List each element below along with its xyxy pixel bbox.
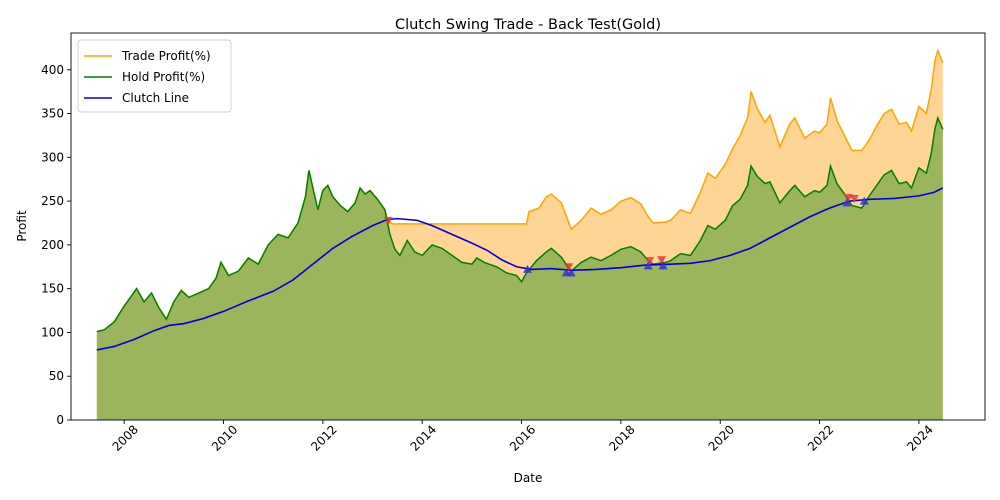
y-tick-label: 200 bbox=[41, 238, 64, 252]
buy-marker bbox=[523, 264, 533, 273]
sell-marker bbox=[564, 263, 574, 272]
y-tick-label: 300 bbox=[41, 150, 64, 164]
y-tick-label: 50 bbox=[49, 369, 64, 383]
x-axis-title: Date bbox=[514, 471, 543, 485]
y-tick-label: 250 bbox=[41, 194, 64, 208]
buy-marker bbox=[842, 198, 852, 207]
plot-area bbox=[96, 48, 944, 421]
trade-markers bbox=[383, 194, 869, 277]
y-tick-label: 400 bbox=[41, 63, 64, 77]
hold-profit-line bbox=[96, 115, 944, 333]
y-tick-label: 350 bbox=[41, 107, 64, 121]
plot-frame bbox=[70, 32, 986, 421]
clutch-line bbox=[96, 187, 944, 351]
buy-marker bbox=[643, 261, 653, 270]
legend-box bbox=[77, 39, 232, 113]
legend-label-clutch: Clutch Line bbox=[122, 91, 189, 105]
y-tick-label: 0 bbox=[56, 413, 64, 427]
y-axis-title: Profit bbox=[15, 210, 29, 242]
hold-profit-fill bbox=[96, 117, 943, 421]
sell-marker bbox=[645, 257, 655, 266]
y-tick-label: 150 bbox=[41, 282, 64, 296]
legend-label-hold: Hold Profit(%) bbox=[122, 70, 205, 84]
buy-marker bbox=[658, 261, 668, 270]
legend: Trade Profit(%) Hold Profit(%) Clutch Li… bbox=[77, 39, 232, 113]
buy-marker bbox=[566, 268, 576, 277]
sell-marker bbox=[849, 194, 859, 203]
buy-marker bbox=[859, 196, 869, 205]
chart-title: Clutch Swing Trade - Back Test(Gold) bbox=[395, 17, 661, 33]
y-tick-label: 100 bbox=[41, 325, 64, 339]
legend-label-trade: Trade Profit(%) bbox=[121, 49, 211, 63]
y-axis: 0 50 100 150 200 250 300 350 400 bbox=[41, 63, 71, 427]
sell-marker bbox=[657, 256, 667, 265]
sell-marker bbox=[383, 216, 393, 225]
